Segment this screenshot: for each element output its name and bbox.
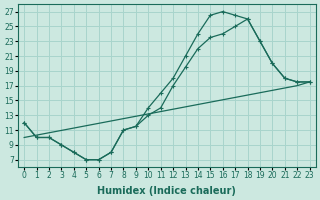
X-axis label: Humidex (Indice chaleur): Humidex (Indice chaleur) (98, 186, 236, 196)
